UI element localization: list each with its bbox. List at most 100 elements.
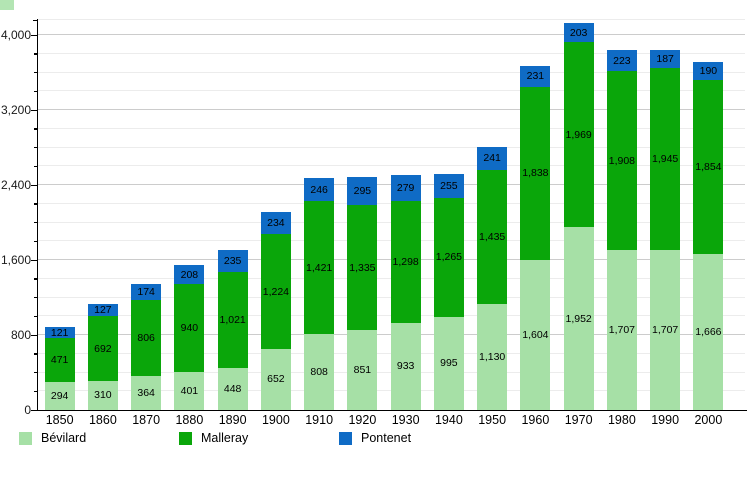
- y-tick-3200: [31, 109, 38, 111]
- segment-pontenet-1850: 121: [44, 326, 75, 339]
- segment-malleray-1960: 1,838: [520, 87, 551, 260]
- segment-value-label: 448: [223, 383, 242, 395]
- bar-1980: 1,707 1,908 223: [606, 50, 637, 410]
- segment-bevilard-1940: 995: [433, 316, 464, 410]
- bar-1850: 294 471 121: [44, 326, 75, 410]
- segment-malleray-1870: 806: [131, 300, 162, 376]
- y-tick-2200: [34, 203, 38, 205]
- bar-slot-1940: 995 1,265 255: [427, 20, 470, 410]
- bar-slot-1910: 808 1,421 246: [298, 20, 341, 410]
- bar-slot-1900: 652 1,224 234: [254, 20, 297, 410]
- segment-bevilard-1950: 1,130: [477, 304, 508, 410]
- x-tick-label-1920: 1920: [348, 413, 377, 427]
- y-tick-3400: [34, 90, 38, 93]
- bar-slot-1990: 1,707 1,945 187: [644, 20, 687, 410]
- bar-slot-1860: 310 692 127: [81, 20, 124, 410]
- bar-1880: 401 940 208: [174, 264, 205, 410]
- legend-swatch-bevilard: [19, 431, 32, 445]
- x-tick-label-1880: 1880: [175, 413, 204, 427]
- bar-1930: 933 1,298 279: [390, 174, 421, 410]
- segment-malleray-1940: 1,265: [433, 198, 464, 317]
- segment-value-label: 1,969: [565, 128, 592, 141]
- segment-bevilard-1900: 652: [260, 348, 291, 410]
- y-tick-1800: [34, 240, 38, 243]
- y-tick-1200: [34, 297, 38, 299]
- bar-slot-1870: 364 806 174: [125, 20, 168, 410]
- segment-value-label: 1,666: [695, 325, 722, 338]
- segment-value-label: 1,707: [651, 323, 679, 336]
- bar-1890: 448 1,021 235: [217, 250, 248, 410]
- bar-1960: 1,604 1,838 231: [520, 65, 551, 410]
- segment-value-label: 940: [180, 322, 199, 335]
- bar-slot-2000: 1,666 1,854 190: [687, 20, 730, 410]
- segment-value-label: 851: [353, 364, 372, 377]
- segment-bevilard-1860: 310: [87, 380, 118, 410]
- segment-bevilard-1870: 364: [131, 375, 162, 410]
- y-tick-1000: [34, 315, 38, 318]
- segment-malleray-1890: 1,021: [217, 272, 248, 368]
- segment-malleray-1930: 1,298: [390, 200, 421, 323]
- segment-value-label: 255: [440, 180, 458, 193]
- segment-value-label: 806: [137, 332, 155, 345]
- segment-value-label: 295: [353, 185, 372, 198]
- segment-value-label: 401: [180, 385, 199, 398]
- segment-value-label: 279: [396, 181, 415, 194]
- legend-swatch-malleray: [179, 431, 192, 445]
- segment-pontenet-1910: 246: [304, 177, 335, 202]
- segment-value-label: 246: [310, 183, 328, 196]
- bar-1970: 1,952 1,969 203: [563, 23, 594, 410]
- segment-value-label: 1,224: [262, 285, 290, 298]
- segment-pontenet-1880: 208: [174, 264, 205, 285]
- segment-value-label: 1,298: [392, 255, 419, 268]
- x-tick-label-1900: 1900: [261, 413, 290, 427]
- segment-value-label: 174: [137, 286, 155, 299]
- segment-pontenet-1940: 255: [433, 174, 464, 199]
- minor-gridline-2600: [38, 165, 745, 167]
- y-tick-3800: [34, 53, 38, 55]
- y-tick-2600: [34, 165, 38, 168]
- bar-slot-1850: 294 471 121: [38, 20, 81, 410]
- segment-pontenet-1900: 234: [260, 212, 291, 235]
- segment-bevilard-2000: 1,666: [693, 253, 724, 410]
- y-tick-label-3200: 3,200: [0, 103, 31, 117]
- segment-pontenet-1860: 127: [87, 304, 118, 317]
- bar-slot-1950: 1,130 1,435 241: [471, 20, 514, 410]
- segment-bevilard-1990: 1,707: [650, 249, 681, 410]
- minor-gridline-3800: [38, 52, 745, 54]
- segment-malleray-1990: 1,945: [650, 67, 681, 250]
- x-tick-label-2000: 2000: [694, 413, 723, 427]
- y-tick-2400: [31, 184, 38, 186]
- bar-slot-1920: 851 1,335 295: [341, 20, 384, 410]
- segment-value-label: 1,265: [435, 251, 463, 264]
- segment-bevilard-1880: 401: [174, 372, 205, 410]
- legend-label-malleray: Malleray: [201, 431, 249, 445]
- segment-value-label: 234: [267, 217, 285, 230]
- y-tick-0: [31, 409, 38, 411]
- bar-slot-1880: 401 940 208: [168, 20, 211, 410]
- segment-value-label: 1,604: [522, 328, 549, 341]
- segment-value-label: 808: [310, 366, 328, 379]
- segment-bevilard-1930: 933: [390, 322, 421, 410]
- stray-corner-swatch-artifact: [0, 0, 14, 10]
- y-tick-1600: [31, 259, 38, 261]
- y-tick-4000: [31, 34, 38, 36]
- segment-value-label: 1,854: [695, 160, 722, 173]
- bar-slot-1980: 1,707 1,908 223: [600, 20, 643, 410]
- minor-gridline-3400: [38, 90, 745, 92]
- segment-bevilard-1910: 808: [304, 334, 335, 410]
- legend-item-malleray: Malleray: [179, 431, 248, 445]
- segment-value-label: 1,421: [305, 261, 333, 274]
- minor-gridline-3600: [38, 71, 745, 73]
- x-tick-label-1870: 1870: [132, 413, 161, 427]
- major-gridline-3200: [38, 109, 745, 110]
- segment-malleray-1970: 1,969: [563, 42, 594, 227]
- legend-item-pontenet: Pontenet: [339, 431, 411, 445]
- segment-value-label: 208: [180, 268, 199, 281]
- bar-2000: 1,666 1,854 190: [693, 62, 724, 410]
- x-tick-label-1970: 1970: [564, 413, 593, 427]
- segment-value-label: 1,021: [219, 314, 246, 327]
- segment-pontenet-1950: 241: [477, 146, 508, 170]
- y-tick-800: [31, 334, 38, 336]
- y-tick-200: [34, 390, 38, 393]
